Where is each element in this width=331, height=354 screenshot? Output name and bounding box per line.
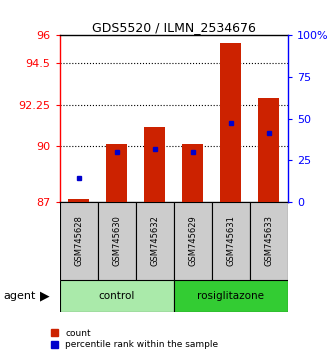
Text: control: control [99,291,135,301]
Bar [106,144,127,202]
Text: GSM745629: GSM745629 [188,215,197,266]
Bar [220,43,241,202]
FancyBboxPatch shape [60,202,98,280]
Text: agent: agent [3,291,36,301]
Bar [144,127,165,202]
FancyBboxPatch shape [250,202,288,280]
FancyBboxPatch shape [136,202,174,280]
Text: GSM745631: GSM745631 [226,215,235,266]
FancyBboxPatch shape [174,280,288,312]
FancyBboxPatch shape [174,202,212,280]
Text: GSM745628: GSM745628 [74,215,83,266]
Bar [259,98,279,202]
Title: GDS5520 / ILMN_2534676: GDS5520 / ILMN_2534676 [92,21,256,34]
Text: GSM745632: GSM745632 [150,215,159,266]
FancyBboxPatch shape [60,280,174,312]
Text: GSM745630: GSM745630 [112,215,121,266]
Text: rosiglitazone: rosiglitazone [197,291,264,301]
FancyBboxPatch shape [98,202,136,280]
Text: ▶: ▶ [40,289,50,302]
Bar [68,199,89,202]
FancyBboxPatch shape [212,202,250,280]
Text: GSM745633: GSM745633 [264,215,273,266]
Bar [182,144,203,202]
Legend: count, percentile rank within the sample: count, percentile rank within the sample [51,329,218,349]
